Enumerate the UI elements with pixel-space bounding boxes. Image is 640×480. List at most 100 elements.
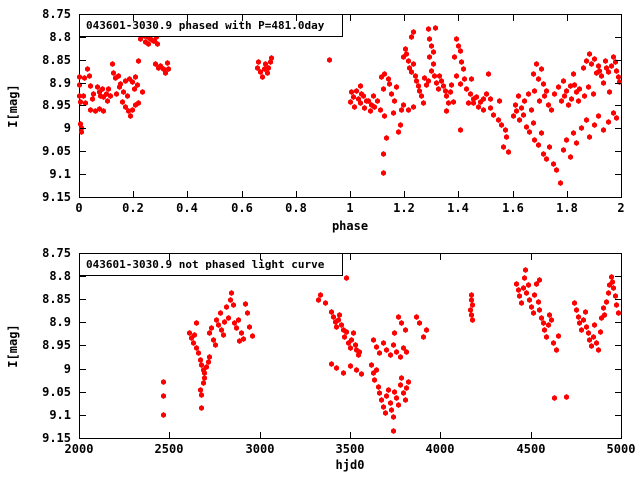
data-point: [614, 302, 619, 308]
data-point: [529, 107, 534, 113]
data-point: [519, 105, 524, 111]
data-point: [218, 310, 223, 316]
data-point: [189, 335, 194, 341]
data-point: [87, 73, 92, 79]
x-tick-mark: [458, 191, 459, 197]
x-tick-mark: [567, 191, 568, 197]
data-point: [409, 69, 414, 75]
data-point: [130, 107, 135, 113]
data-point: [213, 342, 218, 348]
data-point: [461, 66, 466, 72]
data-point: [377, 390, 382, 396]
x-tick-mark: [79, 432, 80, 438]
data-point: [491, 112, 496, 118]
x-tick-label: 4500: [516, 442, 546, 456]
data-point: [136, 100, 141, 106]
data-point: [381, 340, 386, 346]
data-point: [384, 135, 389, 141]
data-point: [83, 100, 88, 106]
data-point: [161, 379, 166, 385]
data-point: [153, 61, 158, 67]
data-point: [592, 56, 597, 62]
data-point: [604, 65, 609, 71]
data-point: [470, 302, 475, 308]
data-point: [392, 389, 397, 395]
data-point: [456, 43, 461, 49]
data-point: [539, 66, 544, 72]
x-axis-label: hjd0: [335, 458, 365, 472]
data-point: [454, 36, 459, 42]
data-point: [606, 119, 611, 125]
data-point: [375, 98, 380, 104]
data-point: [113, 75, 118, 81]
data-point: [537, 98, 542, 104]
x-tick-mark: [79, 15, 80, 21]
data-point: [506, 149, 511, 155]
data-point: [201, 380, 206, 386]
data-point: [78, 121, 83, 127]
y-tick-label: 9: [63, 121, 71, 135]
data-point: [191, 340, 196, 346]
data-point: [323, 300, 328, 306]
data-point: [481, 107, 486, 113]
data-point: [91, 91, 96, 97]
data-point: [511, 113, 516, 119]
y-tick-label: 8.75: [42, 7, 71, 21]
data-point: [90, 96, 95, 102]
x-tick-label: 3000: [245, 442, 275, 456]
data-point: [471, 96, 476, 102]
x-tick-mark: [187, 191, 188, 197]
data-point: [265, 70, 270, 76]
data-point: [547, 312, 552, 318]
data-point: [262, 66, 267, 72]
data-point: [592, 122, 597, 128]
y-tick-mark: [615, 60, 621, 61]
data-point: [591, 334, 596, 340]
data-point: [526, 91, 531, 97]
x-tick-mark: [242, 191, 243, 197]
y-tick-label: 8.95: [42, 98, 71, 112]
data-point: [209, 325, 214, 331]
data-point: [369, 102, 374, 108]
data-point: [127, 76, 132, 82]
data-point: [534, 61, 539, 67]
data-point: [577, 86, 582, 92]
data-point: [449, 82, 454, 88]
data-point: [427, 36, 432, 42]
x-tick-mark: [133, 191, 134, 197]
x-tick-mark: [621, 191, 622, 197]
data-point: [434, 80, 439, 86]
data-point: [611, 54, 616, 60]
x-tick-mark: [621, 432, 622, 438]
y-tick-label: 9: [63, 362, 71, 376]
data-point: [433, 25, 438, 31]
data-point: [391, 342, 396, 348]
data-point: [136, 58, 141, 64]
data-point: [541, 320, 546, 326]
data-point: [404, 385, 409, 391]
data-point: [344, 329, 349, 335]
data-point: [266, 65, 271, 71]
data-point: [392, 98, 397, 104]
data-point: [161, 393, 166, 399]
data-point: [372, 104, 377, 110]
x-tick-label: 4000: [425, 442, 455, 456]
data-point: [424, 327, 429, 333]
data-point: [527, 297, 532, 303]
data-point: [586, 330, 591, 336]
data-point: [587, 51, 592, 57]
data-point: [359, 371, 364, 377]
data-point: [539, 315, 544, 321]
data-point: [155, 41, 160, 47]
y-tick-mark: [80, 438, 86, 439]
data-point: [207, 330, 212, 336]
data-point: [394, 349, 399, 355]
data-point: [439, 78, 444, 84]
x-tick-mark: [440, 432, 441, 438]
data-point: [564, 137, 569, 143]
data-point: [607, 89, 612, 95]
data-point: [421, 100, 426, 106]
data-point: [349, 337, 354, 343]
y-tick-mark: [80, 151, 86, 152]
data-point: [234, 325, 239, 331]
